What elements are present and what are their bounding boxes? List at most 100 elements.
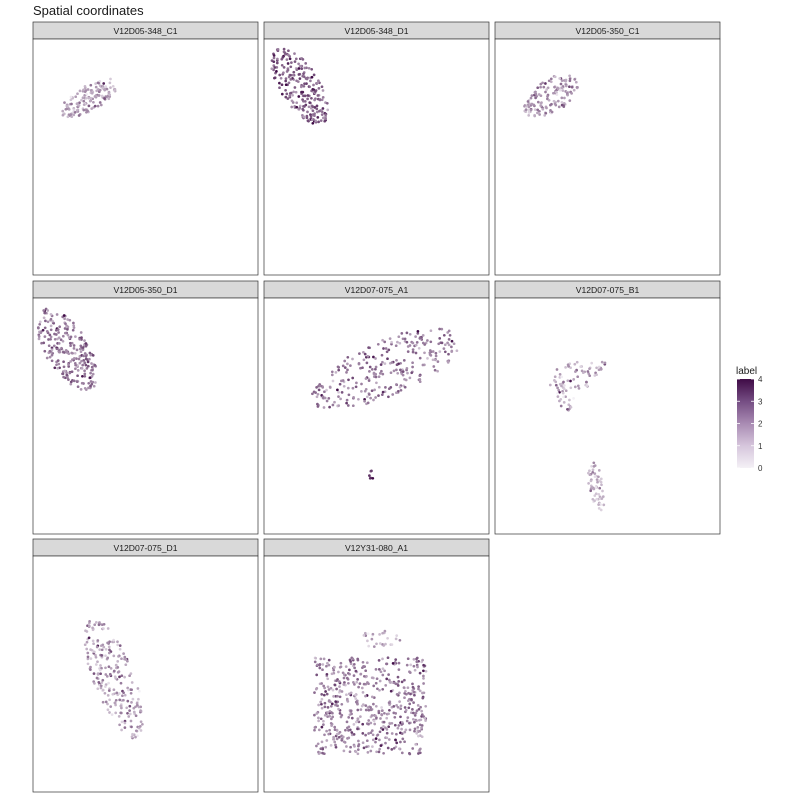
- spot-point: [524, 110, 528, 114]
- spot-point: [75, 108, 79, 112]
- spot-point: [122, 691, 125, 695]
- spot-point: [111, 692, 115, 696]
- spot-point: [87, 636, 91, 640]
- spot-point: [344, 665, 348, 668]
- spot-point: [418, 356, 422, 360]
- spot-point: [316, 94, 320, 97]
- facet-panel: V12D05-348_C1: [32, 21, 259, 276]
- spot-point: [379, 744, 383, 747]
- spot-point: [307, 66, 311, 70]
- spot-point: [428, 349, 432, 352]
- spot-point: [548, 383, 552, 387]
- spot-point: [419, 336, 422, 339]
- spot-point: [372, 719, 376, 723]
- spot-point: [391, 662, 395, 665]
- spot-point: [557, 105, 561, 109]
- spot-point: [334, 700, 338, 703]
- spot-point: [53, 337, 57, 341]
- spot-point: [287, 81, 291, 85]
- spot-point: [380, 369, 383, 373]
- spot-point: [368, 474, 371, 477]
- spot-point: [377, 375, 381, 379]
- spot-point: [131, 697, 135, 701]
- spot-point: [403, 385, 407, 389]
- spot-point: [86, 88, 90, 91]
- spot-point: [380, 353, 384, 357]
- spot-point: [597, 368, 601, 372]
- spot-point: [79, 331, 83, 334]
- spot-point: [419, 705, 422, 709]
- spot-point: [354, 669, 358, 673]
- spot-point: [327, 663, 331, 667]
- spot-point: [415, 657, 418, 661]
- spot-point: [385, 736, 389, 740]
- spot-point: [588, 374, 592, 378]
- spot-point: [338, 665, 342, 669]
- spot-point: [80, 359, 83, 363]
- spot-point: [379, 726, 383, 730]
- spot-point: [65, 107, 69, 111]
- spot-point: [372, 355, 375, 359]
- spot-point: [357, 685, 360, 689]
- spot-point: [127, 715, 131, 718]
- spot-point: [388, 337, 392, 340]
- spot-point: [327, 688, 331, 691]
- spot-point: [414, 335, 417, 338]
- spot-point: [390, 748, 394, 751]
- spot-point: [101, 688, 105, 692]
- spot-point: [361, 366, 364, 370]
- spot-point: [49, 317, 53, 321]
- spot-point: [365, 661, 369, 665]
- spot-point: [98, 668, 102, 672]
- spot-point: [411, 747, 415, 750]
- spot-point: [275, 66, 279, 69]
- spot-point: [310, 96, 313, 100]
- spot-point: [592, 465, 596, 468]
- spot-point: [591, 470, 595, 474]
- spot-point: [595, 373, 598, 377]
- spot-point: [412, 711, 415, 715]
- legend-tick-label: 4: [758, 375, 763, 384]
- spot-point: [362, 358, 366, 362]
- spot-point: [291, 93, 294, 97]
- spot-point: [111, 84, 115, 88]
- spot-point: [41, 328, 45, 332]
- spot-point: [89, 665, 92, 669]
- spot-point: [536, 111, 539, 115]
- spot-point: [564, 84, 568, 88]
- spot-point: [405, 340, 409, 344]
- spot-point: [76, 385, 80, 389]
- spot-point: [401, 373, 405, 377]
- spot-point: [397, 680, 401, 683]
- spot-point: [136, 687, 140, 690]
- facet-panel-area: [494, 297, 721, 535]
- spot-point: [314, 687, 318, 691]
- spot-point: [395, 391, 398, 395]
- spot-point: [123, 721, 127, 725]
- spot-point: [576, 384, 580, 388]
- spot-point: [68, 371, 72, 375]
- spot-point: [595, 478, 599, 481]
- spot-point: [562, 384, 566, 387]
- spot-point: [396, 675, 400, 679]
- spot-point: [406, 350, 410, 353]
- spot-point: [379, 717, 382, 720]
- spot-point: [560, 375, 564, 379]
- spot-point: [130, 688, 133, 692]
- spot-point: [395, 358, 398, 362]
- spot-point: [318, 109, 321, 113]
- spot-point: [362, 746, 366, 750]
- spot-point: [352, 733, 356, 736]
- spot-point: [101, 86, 104, 90]
- spot-point: [345, 693, 348, 697]
- spot-point: [114, 703, 117, 707]
- spot-point: [600, 360, 604, 364]
- spot-point: [123, 726, 127, 729]
- spot-point: [127, 688, 130, 692]
- spot-point: [65, 373, 69, 377]
- spot-point: [104, 666, 107, 670]
- spot-point: [96, 673, 100, 676]
- spot-point: [134, 735, 137, 739]
- spot-point: [421, 363, 425, 367]
- spot-point: [103, 97, 106, 100]
